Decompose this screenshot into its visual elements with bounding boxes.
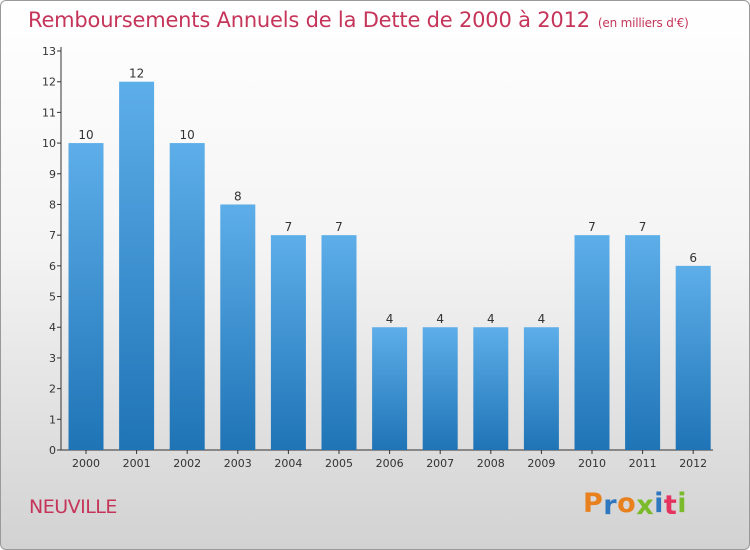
x-tick-label: 2003 bbox=[224, 457, 252, 470]
bar-2002 bbox=[169, 143, 205, 451]
logo-letter: i bbox=[654, 488, 664, 519]
bar-2011 bbox=[625, 235, 661, 450]
bar-2008 bbox=[473, 327, 509, 450]
logo-letter: o bbox=[617, 488, 637, 519]
bar-2012 bbox=[675, 265, 711, 450]
data-label: 4 bbox=[487, 312, 495, 326]
logo-letter: P bbox=[583, 488, 604, 519]
x-tick-label: 2010 bbox=[578, 457, 606, 470]
y-tick-label: 13 bbox=[42, 45, 56, 58]
x-tick-label: 2009 bbox=[527, 457, 555, 470]
bar-2003 bbox=[220, 204, 256, 450]
y-tick-label: 1 bbox=[49, 413, 56, 426]
y-tick-label: 8 bbox=[49, 198, 56, 211]
bar-2007 bbox=[422, 327, 458, 450]
data-label: 7 bbox=[285, 220, 293, 234]
y-tick-label: 11 bbox=[42, 106, 56, 119]
y-tick-label: 7 bbox=[49, 229, 56, 242]
data-label: 7 bbox=[588, 220, 596, 234]
y-tick-label: 0 bbox=[49, 444, 56, 457]
chart-title-text: Remboursements Annuels de la Dette de 20… bbox=[28, 8, 590, 32]
x-tick-label: 2011 bbox=[629, 457, 657, 470]
y-tick-label: 9 bbox=[49, 168, 56, 181]
bar-2006 bbox=[372, 327, 408, 450]
bar-2000 bbox=[68, 143, 104, 451]
x-tick-label: 2007 bbox=[426, 457, 454, 470]
logo-letter: r bbox=[603, 490, 618, 521]
x-tick-label: 2000 bbox=[72, 457, 100, 470]
x-tick-label: 2004 bbox=[274, 457, 302, 470]
chart-title: Remboursements Annuels de la Dette de 20… bbox=[28, 8, 689, 32]
y-tick-label: 10 bbox=[42, 137, 56, 150]
data-label: 10 bbox=[78, 128, 93, 142]
commune-name: NEUVILLE bbox=[29, 496, 117, 518]
data-label: 7 bbox=[335, 220, 343, 234]
logo-letter: i bbox=[677, 488, 688, 519]
bar-2005 bbox=[321, 235, 357, 450]
y-tick-label: 3 bbox=[49, 352, 56, 365]
x-tick-label: 2001 bbox=[123, 457, 151, 470]
y-tick-label: 5 bbox=[49, 291, 56, 304]
y-tick-label: 6 bbox=[49, 260, 56, 273]
data-label: 7 bbox=[639, 220, 647, 234]
proxiti-logo[interactable]: Proxiti bbox=[583, 488, 688, 521]
x-tick-label: 2002 bbox=[173, 457, 201, 470]
logo-letter: x bbox=[636, 490, 655, 521]
chart-unit: (en milliers d'€) bbox=[597, 16, 689, 30]
bar-2001 bbox=[119, 81, 155, 450]
data-label: 4 bbox=[436, 312, 444, 326]
data-label: 4 bbox=[538, 312, 546, 326]
y-tick-label: 12 bbox=[42, 76, 56, 89]
bar-2004 bbox=[270, 235, 306, 450]
logo-letter: t bbox=[663, 490, 678, 521]
data-label: 10 bbox=[180, 128, 195, 142]
bar-2009 bbox=[523, 327, 559, 450]
y-tick-label: 2 bbox=[49, 383, 56, 396]
data-label: 4 bbox=[386, 312, 394, 326]
data-label: 12 bbox=[129, 67, 144, 81]
data-label: 6 bbox=[689, 251, 697, 265]
bar-2010 bbox=[574, 235, 610, 450]
x-tick-label: 2005 bbox=[325, 457, 353, 470]
x-tick-label: 2008 bbox=[477, 457, 505, 470]
y-tick-label: 4 bbox=[49, 321, 56, 334]
data-label: 8 bbox=[234, 189, 242, 203]
x-tick-label: 2012 bbox=[679, 457, 707, 470]
x-tick-label: 2006 bbox=[376, 457, 404, 470]
